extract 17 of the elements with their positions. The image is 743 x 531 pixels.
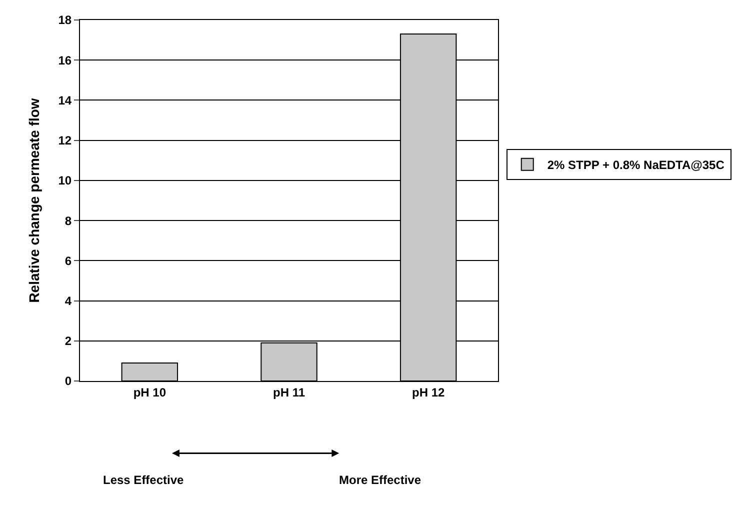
y-tick-label: 0 [64,374,72,388]
y-tick-label: 4 [64,294,72,308]
text: More Effective [339,473,422,487]
x-tick-label: pH 11 [272,385,306,400]
x-tick-label: pH 12 [412,385,445,400]
y-tick-label: 16 [58,53,72,68]
y-tick-label: 6 [64,254,72,268]
y-axis-title: Relative change permeate flow [26,98,42,303]
y-tick-label: 18 [58,13,72,28]
y-tick-label: 8 [64,214,72,228]
y-tick-label: 2 [64,334,72,348]
legend-label: 2% STPP + 0.8% NaEDTA@35C [547,158,725,172]
x-tick-label: pH 10 [133,385,166,400]
y-tick-label: 14 [58,93,72,108]
y-tick-label: 10 [58,174,72,188]
text: Less Effective [103,473,184,487]
y-tick-label: 12 [58,134,72,148]
